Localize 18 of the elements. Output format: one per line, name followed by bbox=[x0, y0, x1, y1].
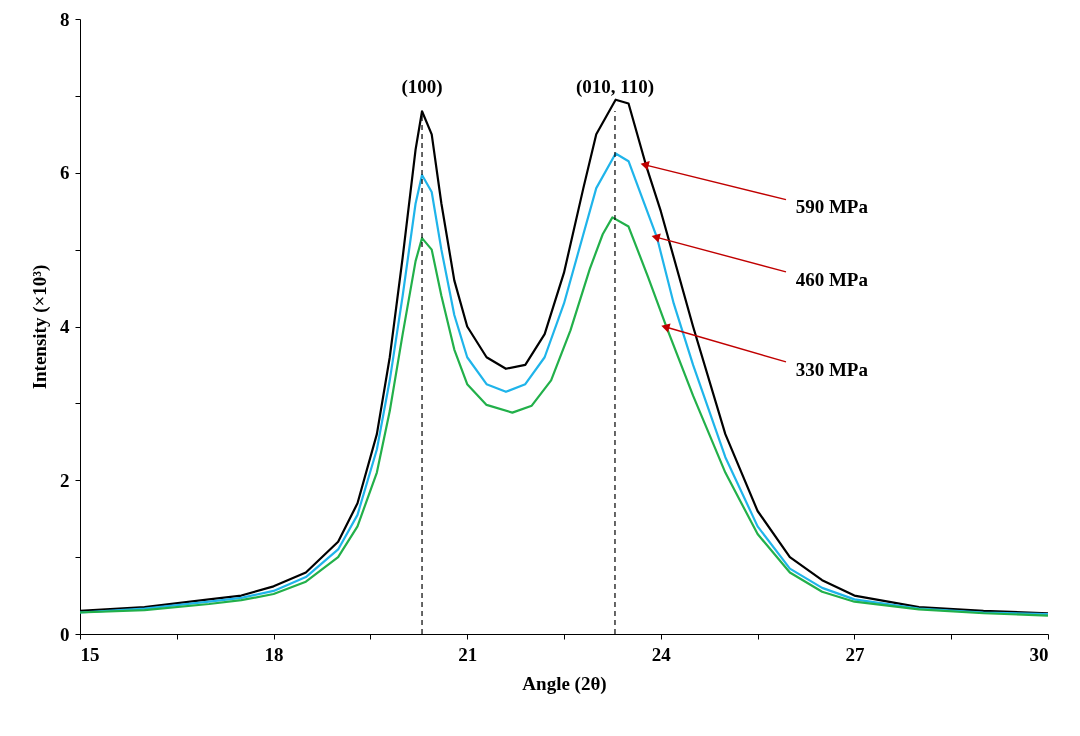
x-tick-label: 18 bbox=[264, 643, 284, 665]
y-axis-title: Intensity (×10³) bbox=[29, 264, 51, 390]
x-tick-label: 30 bbox=[1029, 643, 1049, 665]
annotation: 460 MPa bbox=[795, 268, 869, 290]
y-tick-label: 8 bbox=[60, 8, 70, 30]
y-tick-label: 2 bbox=[60, 469, 70, 491]
x-tick-label: 21 bbox=[458, 643, 478, 665]
x-tick-label: 27 bbox=[845, 643, 865, 665]
annotation: 590 MPa bbox=[795, 196, 869, 218]
x-tick-label: 24 bbox=[651, 643, 672, 665]
y-tick-label: 0 bbox=[60, 623, 70, 645]
y-tick-label: 4 bbox=[60, 316, 70, 337]
annotation: (010, 110) bbox=[575, 76, 655, 98]
x-axis-title: Angle (2θ) bbox=[522, 672, 607, 695]
x-tick-label: 15 bbox=[80, 643, 100, 665]
annotation: (100) bbox=[401, 76, 443, 98]
annotation: 330 MPa bbox=[795, 358, 869, 380]
y-tick-label: 6 bbox=[60, 162, 70, 184]
